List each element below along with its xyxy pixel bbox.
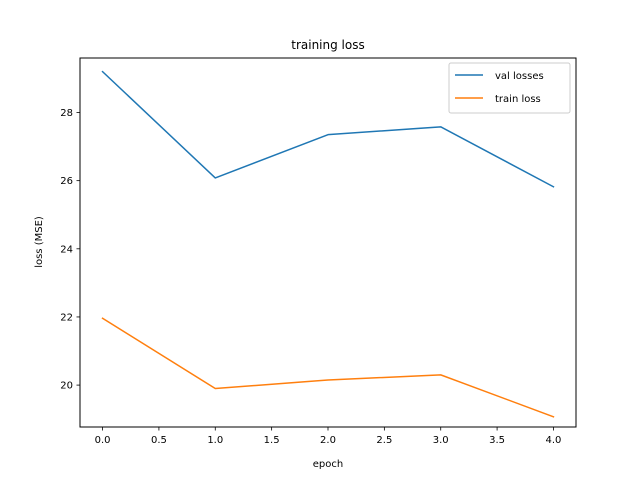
x-tick-label: 0.0 xyxy=(95,435,111,446)
chart-title: training loss xyxy=(291,38,364,52)
legend-label-1: train loss xyxy=(495,94,541,105)
x-tick-label: 2.5 xyxy=(376,435,392,446)
y-tick-label: 20 xyxy=(60,381,73,392)
plot-lines xyxy=(101,70,555,418)
x-tick-label: 1.5 xyxy=(264,435,280,446)
y-tick-label: 22 xyxy=(60,312,73,323)
y-tick-label: 26 xyxy=(60,176,73,187)
y-axis-ticks: 20 22 24 26 28 xyxy=(60,108,80,392)
x-tick-label: 0.5 xyxy=(151,435,167,446)
series-line-0 xyxy=(101,70,555,188)
x-tick-label: 2.0 xyxy=(320,435,336,446)
y-tick-label: 28 xyxy=(60,108,73,119)
x-tick-label: 3.5 xyxy=(489,435,505,446)
x-tick-label: 4.0 xyxy=(546,435,562,446)
y-tick-label: 24 xyxy=(60,244,73,255)
x-axis-ticks: 0.0 0.5 1.0 1.5 2.0 2.5 3.0 3.5 4.0 xyxy=(95,427,562,446)
series-line-1 xyxy=(101,317,555,418)
legend-label-0: val losses xyxy=(495,71,544,82)
x-tick-label: 1.0 xyxy=(207,435,223,446)
legend: val losses train loss xyxy=(448,62,571,114)
x-axis-label: epoch xyxy=(313,459,343,470)
y-axis-label: loss (MSE) xyxy=(34,216,45,268)
x-tick-label: 3.0 xyxy=(433,435,449,446)
